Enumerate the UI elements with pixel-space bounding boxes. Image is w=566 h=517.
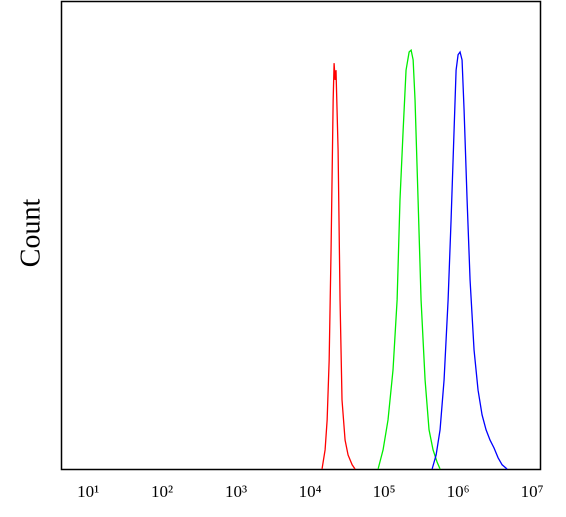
histogram-line [377, 48, 441, 470]
histogram-line [321, 63, 356, 470]
x-tick-label: 10⁷ [521, 482, 544, 501]
x-tick-label: 10² [151, 482, 173, 501]
x-tick-label: 10³ [225, 482, 247, 501]
y-axis-label: Count [15, 199, 46, 268]
x-tick-label: 10¹ [77, 482, 99, 501]
x-tick-label: 10⁴ [299, 482, 322, 501]
x-tick-label: 10⁶ [447, 482, 470, 501]
plot-frame [60, 0, 542, 471]
x-tick-label: 10⁵ [373, 482, 396, 501]
histogram-line [431, 50, 508, 470]
